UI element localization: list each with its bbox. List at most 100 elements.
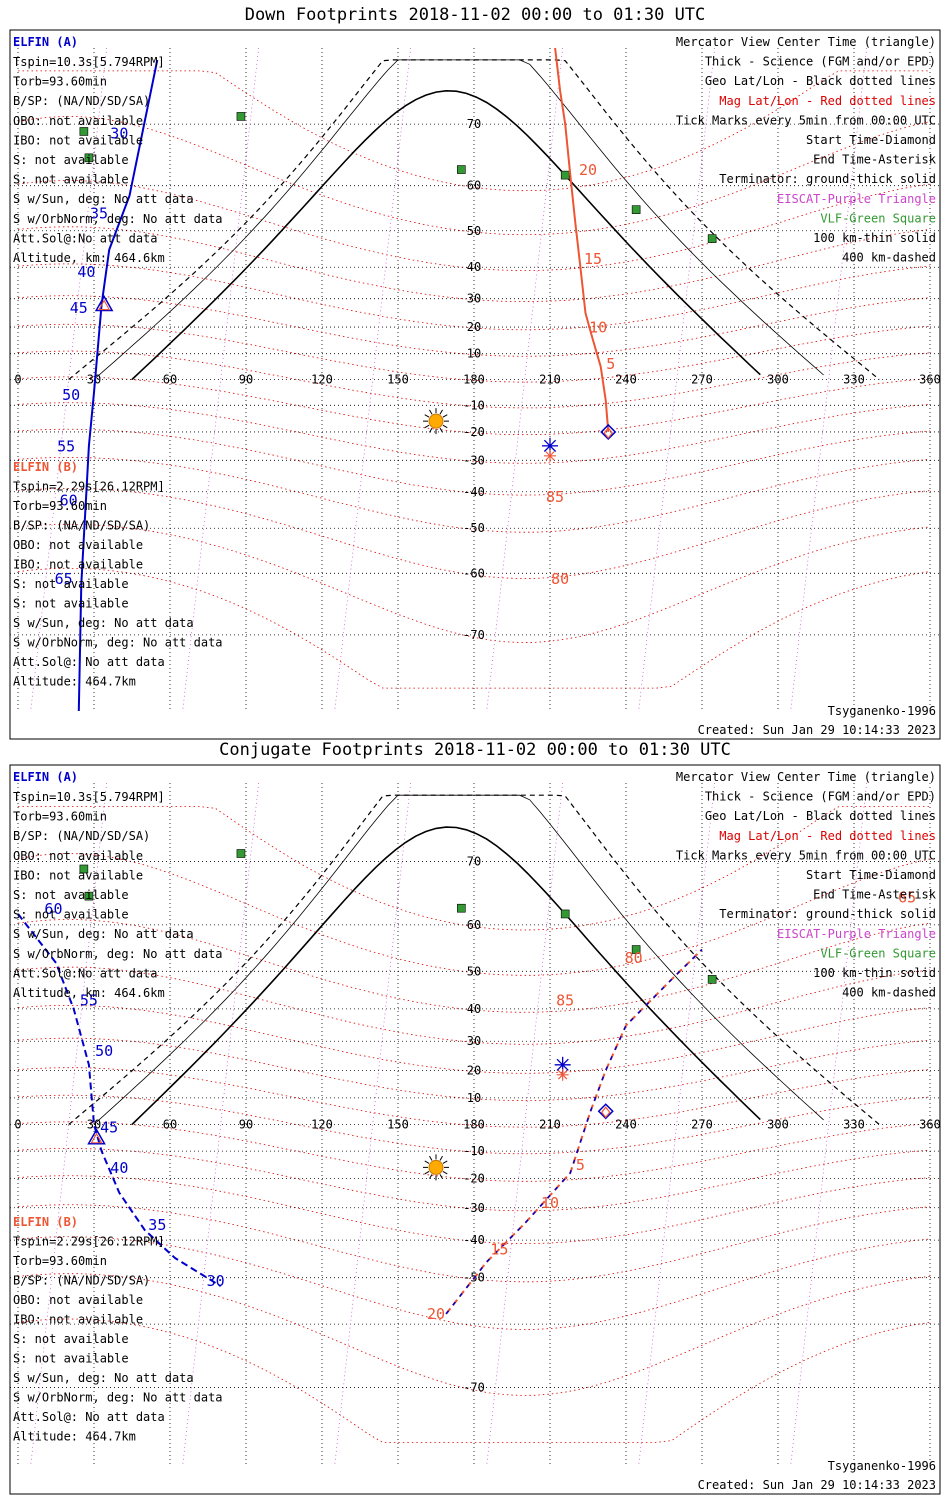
x-tick-label: 300 [767,373,789,387]
chart-title-down: Down Footprints 2018-11-02 00:00 to 01:3… [244,5,706,25]
info-a-line: S w/Sun, deg: No att data [13,192,194,206]
mag-lat-line [17,1318,931,1443]
x-tick-label: 330 [843,373,865,387]
info-b-line: S: not available [13,577,129,591]
info-b-line: OBO: not available [13,1293,143,1307]
sun-ray [442,1160,448,1164]
info-b-line: Altitude: 464.7km [13,1430,136,1444]
track-tick-label: 60 [44,900,62,918]
mag-lon-line [790,782,868,1467]
model-label: Tsyganenko-1996 [828,704,936,718]
track-line [17,913,222,1287]
legend-entry: Mag Lat/Lon - Red dotted lines [719,829,936,843]
start-diamond-icon-b [600,1106,611,1119]
asterisk-stroke-b [545,451,555,461]
series-elfin-a: 60 55 50 45 40 35 30 [17,900,225,1290]
asterisk-stroke [543,439,557,452]
geo-grid [10,48,940,711]
x-tick-label: 330 [843,1118,865,1132]
vlf-station [560,909,570,919]
legend-entry: VLF-Green Square [820,946,936,960]
vlf-station [79,127,89,136]
x-tick-label: 90 [239,373,253,387]
info-b-line: S w/Sun, deg: No att data [13,616,194,630]
lat-tick-label: 60 [467,179,481,193]
mag-lat-line [17,428,931,496]
sun-ray [439,409,443,415]
info-b-line: Torb=93.60min [13,1254,107,1268]
info-b-line: S w/OrbNorm, deg: No att data [13,1391,223,1405]
track-tick-label: 45 [100,1118,118,1136]
x-tick-label: 120 [311,1118,333,1132]
x-tick-label: 240 [615,373,637,387]
info-a-line: OBO: not available [13,114,143,128]
track-tick-label: 20 [579,161,597,179]
sun-ray [429,1155,433,1161]
track-tick-label: 50 [95,1042,113,1060]
vlf-station [236,112,246,121]
sun-ray [429,409,433,415]
vlf-station [79,864,89,874]
track-tick-label: 55 [57,438,75,456]
info-a-line: Altitude, km: 464.6km [13,251,165,265]
track-tick-label: 15 [584,250,602,268]
x-tick-label: 180 [463,1118,485,1132]
legend-entry: Mercator View Center Time (triangle) [676,770,936,784]
info-b-line: S: not available [13,1352,129,1366]
mag-lat-line [18,806,930,931]
lat-tick-label: 30 [467,1034,481,1048]
info-b-line: OBO: not available [13,538,143,552]
lat-tick-label: 10 [467,1091,481,1105]
x-tick-label: 60 [163,1118,177,1132]
mag-lon-line [182,782,260,1467]
track-tick-label: 35 [148,1216,166,1234]
lat-tick-label: -10 [463,1144,485,1158]
legend: Mercator View Center Time (triangle) Thic… [676,770,937,1000]
info-b-line: S: not available [13,597,129,611]
mag-lat-line [17,523,931,643]
info-a-line: IBO: not available [13,133,143,147]
info-a-name: ELFIN (A) [13,35,78,49]
sun-ray [439,427,443,433]
lat-tick-label: 40 [467,260,481,274]
info-a-line: Altitude, km: 464.6km [13,986,165,1000]
lat-tick-label: 10 [467,347,481,361]
mag-lat-line [17,853,931,976]
mag-lat-line [17,226,931,303]
series-elfin-a: 30 35 40 45 50 55 60 65 [55,59,159,712]
mag-lon-line [486,47,564,712]
track-tick-label: 55 [80,991,98,1009]
mag-lon-line [334,782,412,1467]
vlf-station [84,891,94,901]
info-a-line: IBO: not available [13,868,143,882]
center-triangle-icon-b [98,299,111,311]
track-tick-label: 65 [55,570,73,588]
mag-lat-line [17,919,931,1013]
x-tick-label: 0 [14,1118,21,1132]
vlf-station [631,945,641,954]
sun-ray [424,414,430,418]
created-timestamp: Created: Sun Jan 29 10:14:33 2023 [698,1478,936,1492]
x-tick-label: 150 [387,373,409,387]
legend-entry: Terminator: ground-thick solid [719,172,936,186]
lat-tick-label: -70 [463,1381,485,1395]
mag-lon-line [334,47,412,712]
center-triangle-icon-b [90,1132,103,1144]
lat-tick-label: -20 [463,425,485,439]
mag-lat-line [17,180,931,271]
mag-lon-grid [30,47,868,712]
track-tick-label: 40 [77,263,95,281]
mag-lon-line [486,782,564,1467]
x-tick-label: 180 [463,373,485,387]
legend-entry: End Time-Asterisk [813,888,937,902]
lat-tick-label: -40 [463,485,485,499]
info-b-line: S w/Sun, deg: No att data [13,1371,194,1385]
info-a-line: Tspin=10.3s[5.794RPM] [13,55,165,69]
sun-ray [439,1174,443,1179]
geo-grid [10,783,940,1466]
track-line [77,59,159,712]
legend-entry: Mag Lat/Lon - Red dotted lines [719,94,936,108]
sun-icon [423,1154,449,1181]
info-b-line: B/SP: (NA/ND/SD/SA) [13,1274,150,1288]
